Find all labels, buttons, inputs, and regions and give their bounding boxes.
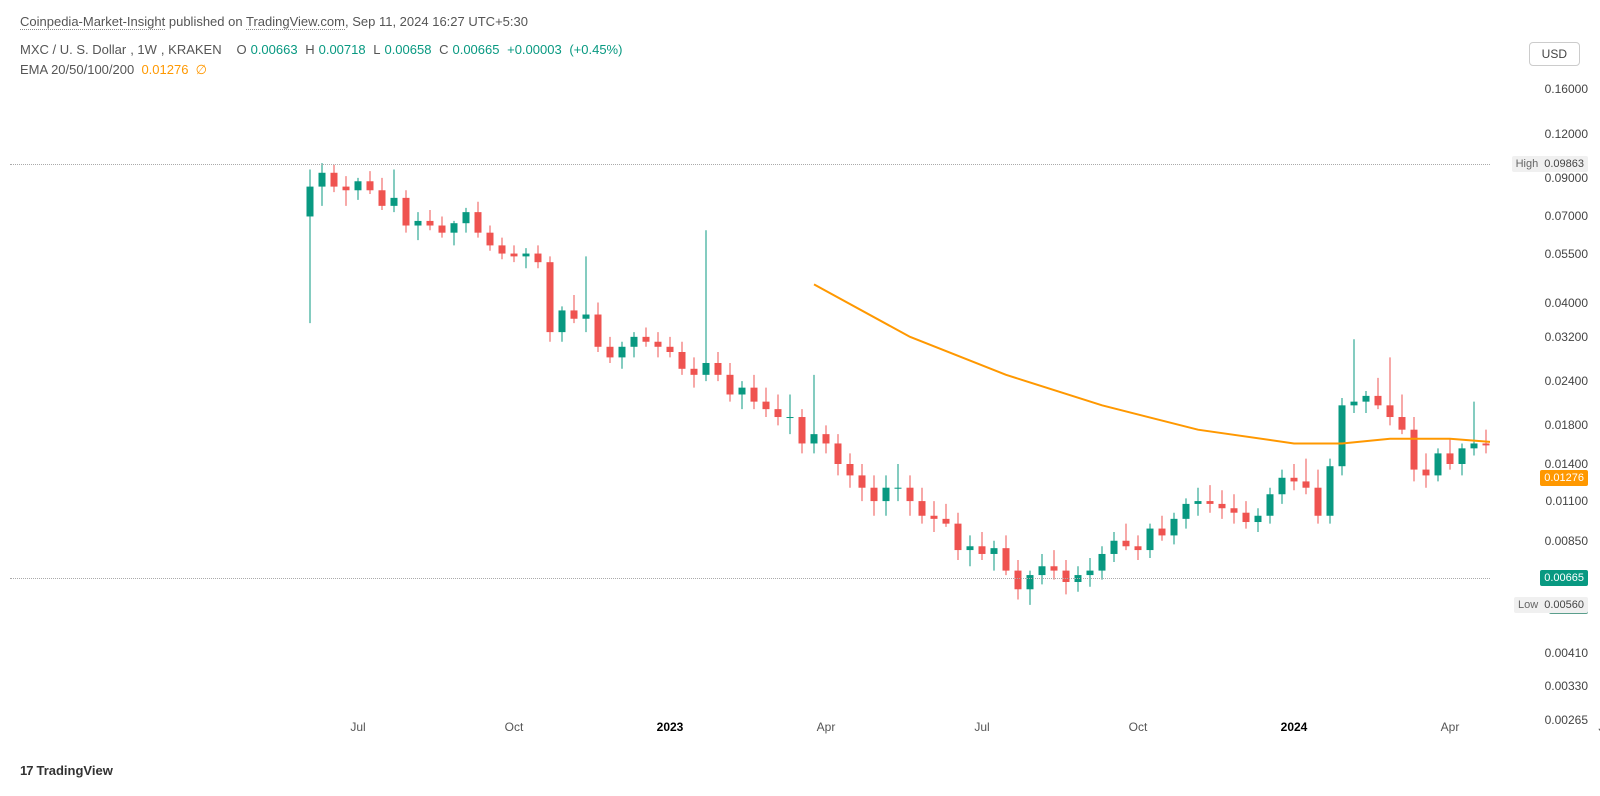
tradingview-watermark: 17TradingView [20, 763, 113, 778]
chart-area[interactable] [10, 80, 1490, 720]
interval: 1W [137, 42, 157, 57]
exchange: KRAKEN [168, 42, 221, 57]
symbol-pair: MXC / U. S. Dollar [20, 42, 126, 57]
y-axis: 0.160000.120000.090000.070000.055000.040… [1493, 80, 1588, 720]
symbol-info: MXC / U. S. Dollar, 1W, KRAKEN O0.00663 … [20, 42, 626, 57]
candlestick-chart [10, 80, 1490, 720]
indicator-info: EMA 20/50/100/200 0.01276 ∅ [20, 62, 207, 78]
currency-button[interactable]: USD [1529, 42, 1580, 66]
publish-info: Coinpedia-Market-Insight published on Tr… [20, 14, 528, 29]
x-axis: JulOct2023AprJulOct2024AprJulOct [10, 720, 1490, 750]
